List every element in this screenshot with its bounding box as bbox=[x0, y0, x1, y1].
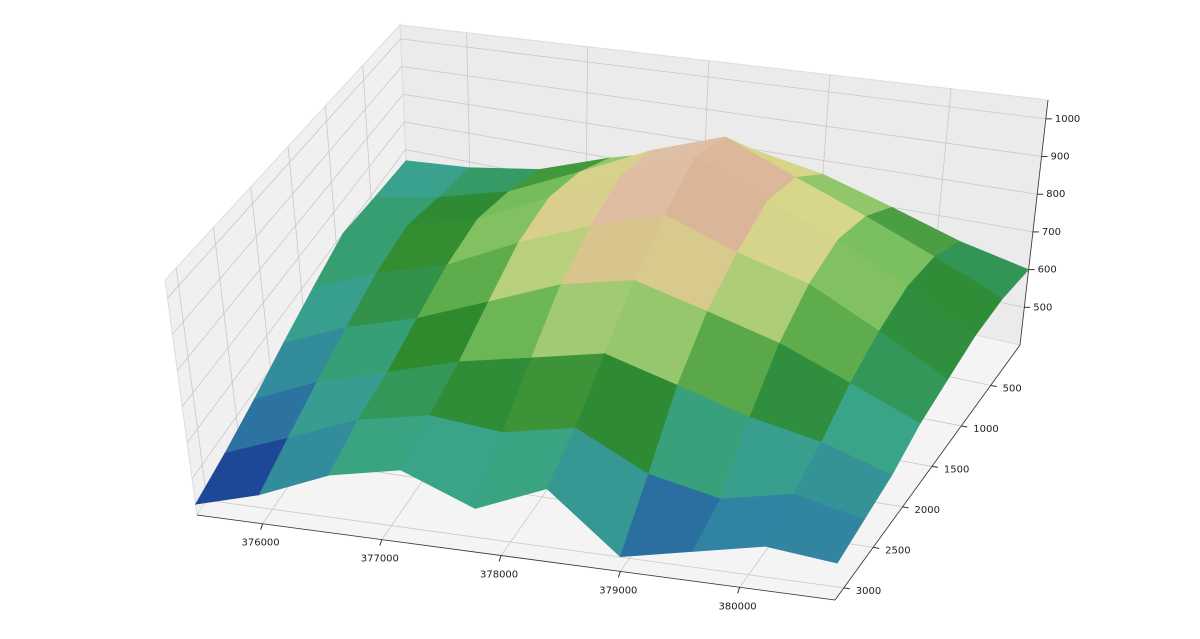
x-tick-label: 379000 bbox=[599, 585, 637, 596]
y-tick bbox=[961, 425, 968, 428]
y-tick-label: 2500 bbox=[885, 545, 910, 556]
x-tick-label: 378000 bbox=[480, 570, 518, 581]
x-tick bbox=[260, 523, 264, 530]
y-tick bbox=[873, 546, 880, 549]
grid-line bbox=[172, 66, 403, 335]
surface-patch bbox=[764, 493, 865, 564]
grid-line bbox=[167, 38, 401, 299]
x-tick-label: 380000 bbox=[719, 601, 757, 612]
grid-line bbox=[401, 66, 1042, 157]
z-tick-label: 1000 bbox=[1055, 114, 1080, 125]
grid-line bbox=[175, 267, 208, 501]
grid-line bbox=[213, 227, 241, 452]
z-tick-label: 700 bbox=[1042, 227, 1061, 238]
x-tick bbox=[498, 555, 502, 562]
y-tick bbox=[902, 506, 909, 509]
y-tick-label: 1500 bbox=[944, 464, 969, 475]
grid-line bbox=[186, 149, 406, 443]
y-tick bbox=[990, 384, 997, 387]
grid-line bbox=[176, 93, 404, 371]
grid-line bbox=[250, 186, 275, 402]
z-tick-label: 800 bbox=[1046, 189, 1065, 200]
axis-line bbox=[834, 344, 1021, 601]
grid-line bbox=[181, 121, 405, 407]
y-tick-label: 500 bbox=[1003, 383, 1022, 394]
y-tick bbox=[843, 587, 850, 590]
grid-line bbox=[206, 499, 844, 589]
axis-line bbox=[196, 514, 836, 601]
x-tick bbox=[737, 587, 741, 594]
z-tick-label: 500 bbox=[1033, 302, 1052, 313]
z-tick-label: 600 bbox=[1038, 265, 1057, 276]
x-tick bbox=[617, 571, 621, 578]
y-tick-label: 2000 bbox=[915, 505, 940, 516]
z-tick-label: 900 bbox=[1051, 152, 1070, 163]
axis-line bbox=[1019, 99, 1049, 346]
x-tick-label: 377000 bbox=[361, 554, 399, 565]
y-tick-label: 3000 bbox=[856, 586, 881, 597]
grid-line bbox=[400, 38, 1046, 120]
y-tick-label: 1000 bbox=[973, 424, 998, 435]
x-tick-label: 376000 bbox=[241, 538, 279, 549]
x-tick bbox=[379, 539, 383, 546]
y-tick bbox=[931, 465, 938, 468]
